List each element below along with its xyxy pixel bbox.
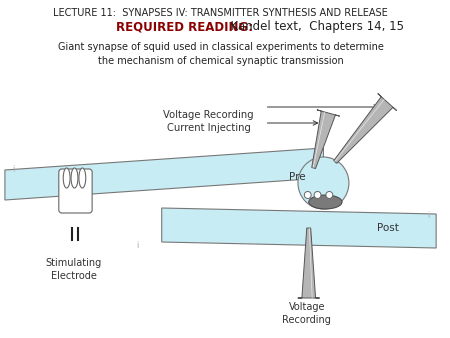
Text: LECTURE 11:  SYNAPSES IV: TRANSMITTER SYNTHESIS AND RELEASE: LECTURE 11: SYNAPSES IV: TRANSMITTER SYN… <box>53 8 388 18</box>
Circle shape <box>298 157 349 209</box>
Circle shape <box>314 192 321 198</box>
Circle shape <box>326 192 333 198</box>
Text: REQUIRED READING:: REQUIRED READING: <box>116 20 253 33</box>
Text: i: i <box>136 241 139 249</box>
Text: Stimulating
Electrode: Stimulating Electrode <box>45 258 102 281</box>
Polygon shape <box>334 94 396 163</box>
Ellipse shape <box>63 168 70 188</box>
Text: Voltage Recording: Voltage Recording <box>163 110 254 120</box>
Polygon shape <box>312 110 340 169</box>
Ellipse shape <box>79 168 86 188</box>
Text: Current Injecting: Current Injecting <box>167 123 251 133</box>
Text: Voltage
Recording: Voltage Recording <box>282 302 331 325</box>
Text: Giant synapse of squid used in classical experiments to determine
the mechanism : Giant synapse of squid used in classical… <box>58 42 383 66</box>
Polygon shape <box>162 208 436 248</box>
Circle shape <box>304 192 311 198</box>
Polygon shape <box>5 148 324 200</box>
Polygon shape <box>298 228 320 298</box>
Text: Pre: Pre <box>288 172 305 182</box>
FancyBboxPatch shape <box>59 169 92 213</box>
Text: Kandel text,  Chapters 14, 15: Kandel text, Chapters 14, 15 <box>224 20 405 33</box>
Text: Post: Post <box>378 223 399 233</box>
Ellipse shape <box>309 195 342 209</box>
Text: i: i <box>427 211 429 219</box>
Ellipse shape <box>71 168 78 188</box>
Text: i: i <box>12 166 14 174</box>
